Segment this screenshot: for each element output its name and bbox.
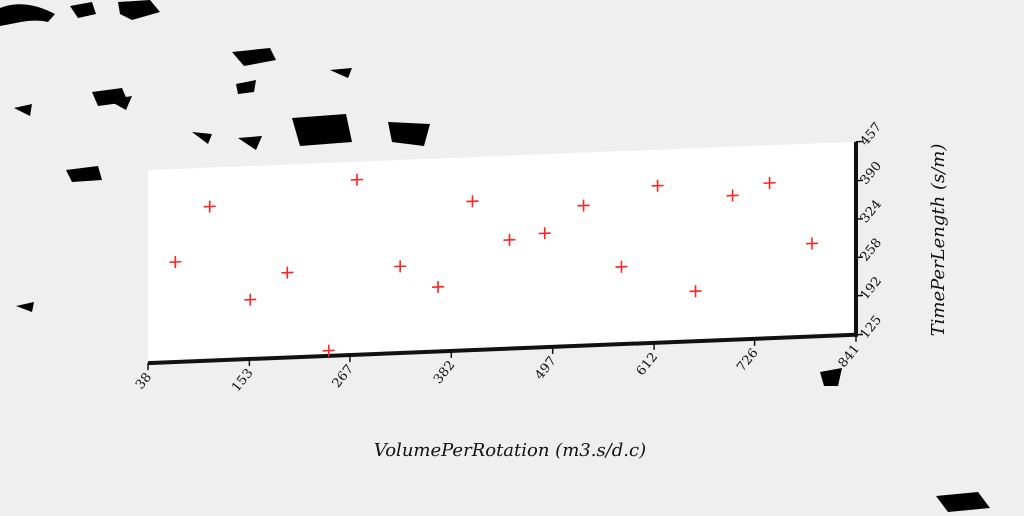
x-tick-label: 382 (431, 358, 458, 387)
x-tick-label: 726 (734, 346, 761, 375)
y-tick-label: 390 (858, 159, 885, 188)
x-tick-label: 38 (133, 370, 155, 392)
plot-area: 38 153 267 382 497 612 726 841 125 192 258 324 390 4… (133, 120, 885, 400)
plot-background (148, 142, 854, 363)
y-axis-title: TimePerLength (s/m) (928, 144, 949, 337)
y-tick-label: 258 (858, 236, 885, 265)
x-axis-title: VolumePerRotation (m3.s/d.c) (374, 440, 646, 461)
x-tick-label: 153 (229, 366, 256, 395)
y-tick-label: 125 (858, 313, 885, 342)
y-tick-label: 192 (858, 274, 885, 303)
y-tick-label: 324 (858, 197, 885, 226)
x-tick-label: 612 (634, 350, 661, 379)
y-tick-label: 457 (858, 120, 885, 149)
x-tick-label: 841 (836, 342, 863, 371)
x-tick-label: 267 (330, 362, 357, 391)
x-tick-label: 497 (532, 354, 559, 383)
